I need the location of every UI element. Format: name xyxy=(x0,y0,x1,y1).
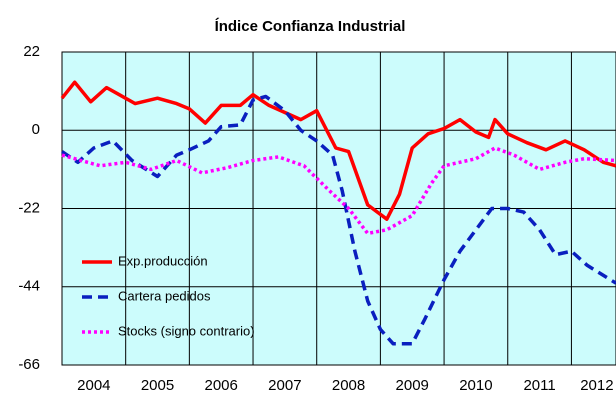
chart-title: Índice Confianza Industrial xyxy=(215,18,406,35)
x-tick-label: 2008 xyxy=(332,377,365,394)
x-tick-label: 2012 xyxy=(580,377,613,394)
legend-label: Cartera pedidos xyxy=(118,288,211,303)
x-tick-label: 2004 xyxy=(77,377,110,394)
series-line xyxy=(61,94,616,346)
legend-label: Exp.producción xyxy=(118,253,208,268)
x-tick-label: 2005 xyxy=(141,377,174,394)
series-line xyxy=(60,80,616,221)
x-tick-label: 2009 xyxy=(396,377,429,394)
y-tick-label: 22 xyxy=(23,43,40,60)
y-tick-label: -22 xyxy=(18,199,40,216)
x-tick-label: 2010 xyxy=(459,377,492,394)
x-tick-label: 2011 xyxy=(523,377,555,394)
x-tick-label: 2006 xyxy=(205,377,238,394)
legend-label: Stocks (signo contrario) xyxy=(118,323,255,338)
y-tick-label: -66 xyxy=(18,356,40,373)
x-tick-label: 2007 xyxy=(268,377,301,394)
y-tick-label: 0 xyxy=(32,121,40,138)
series-line xyxy=(61,146,616,236)
y-tick-label: -44 xyxy=(18,278,40,295)
